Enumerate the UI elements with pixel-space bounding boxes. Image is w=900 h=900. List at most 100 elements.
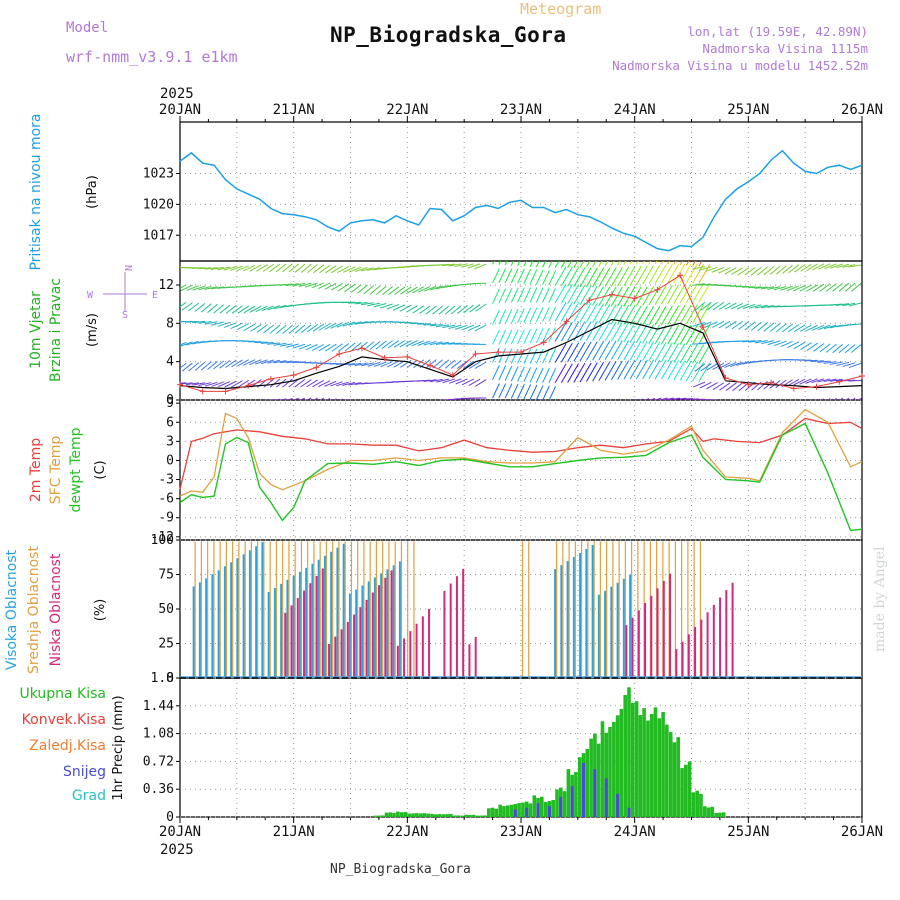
wind-barb	[623, 399, 624, 400]
wind-barb	[450, 360, 462, 369]
wind-barb	[787, 341, 800, 349]
wind-barb	[848, 264, 862, 268]
y-tick-label-temperature: -6	[158, 492, 174, 507]
wind-barb	[573, 267, 586, 287]
wind-barb	[380, 361, 393, 368]
precip-bar-total	[615, 715, 620, 817]
temp-axis-label-dewpt: dewpt Temp	[68, 427, 84, 512]
wind-barb	[523, 261, 527, 267]
x-tick-label-bottom: 26JAN	[841, 824, 883, 840]
wind-barb	[400, 359, 412, 368]
wind-barb	[845, 397, 850, 400]
wind-barb	[692, 381, 706, 388]
y-tick-label-temperature: 6	[166, 415, 174, 430]
wind-barb	[585, 285, 598, 306]
wind-barb	[629, 286, 642, 307]
wind-barb	[782, 264, 793, 274]
precip-legend-1: Konvek.Kisa	[22, 712, 106, 728]
wind-barb	[799, 324, 812, 332]
wind-barb	[192, 382, 206, 386]
wind-barb	[262, 263, 275, 272]
wind-gust-marker	[768, 379, 775, 386]
cloud-axis-label-high: Visoka Oblacnost	[4, 549, 20, 670]
wind-barb	[754, 286, 768, 289]
wind-barb	[800, 263, 812, 272]
wind-barb	[430, 285, 443, 291]
precip-bar-total	[672, 742, 677, 817]
wind-barb	[737, 267, 750, 276]
wind-barb	[654, 342, 667, 362]
wind-barb	[423, 323, 437, 326]
wind-barb	[180, 342, 181, 344]
wind-barb	[386, 303, 399, 310]
wind-barb	[275, 324, 287, 334]
wind-barb	[375, 285, 387, 295]
wind-barb	[423, 340, 437, 346]
wind-barb	[330, 322, 343, 329]
wind-barb	[223, 322, 237, 328]
wind-barb	[542, 348, 550, 364]
wind-barb	[399, 304, 412, 312]
wind-barb	[510, 383, 519, 399]
wind-barb	[457, 304, 468, 314]
wind-barb	[592, 267, 605, 288]
precip-bar-total	[604, 732, 609, 817]
wind-barb	[598, 261, 603, 267]
precip-bar-total	[668, 732, 673, 817]
wind-barb	[288, 324, 300, 334]
wind-barb	[249, 359, 262, 366]
wind-barb	[692, 265, 706, 270]
wind-barb	[432, 305, 443, 315]
wind-barb	[413, 359, 425, 369]
wind-barb	[698, 266, 712, 271]
x-tick-label-top: 24JAN	[614, 102, 656, 118]
wind-barb	[305, 282, 318, 288]
wind-barb	[776, 265, 787, 275]
wind-barb	[324, 282, 337, 290]
wind-barb	[642, 286, 655, 306]
wind-barb	[288, 263, 300, 273]
wind-barb	[604, 267, 617, 287]
wind-barb	[685, 304, 698, 324]
wind-barb	[412, 305, 425, 314]
wind-barb	[731, 267, 743, 275]
wind-barb	[380, 303, 393, 309]
wind-barb	[642, 341, 655, 361]
wind-barb	[382, 286, 393, 296]
wind-barb	[517, 329, 525, 345]
wind-barb	[535, 261, 540, 268]
wind-barb	[411, 401, 423, 405]
wind-barb	[685, 361, 698, 382]
compass-w: W	[87, 290, 94, 301]
wind-barb	[592, 303, 605, 323]
x-tick-label-top: 20JAN	[159, 102, 201, 118]
wind-barb	[573, 261, 579, 268]
wind-barb	[804, 399, 806, 400]
wind-barb	[592, 361, 605, 382]
year-label-bottom: 2025	[160, 842, 194, 858]
wind-barb	[429, 341, 443, 346]
wind-barb	[348, 301, 362, 304]
wind-barb	[617, 322, 630, 342]
wind-barb	[182, 362, 193, 372]
wind-barb	[249, 305, 262, 313]
wind-barb	[504, 383, 513, 399]
wind-barb	[736, 303, 750, 310]
wind-barb	[331, 283, 343, 291]
wind-barb	[679, 361, 692, 381]
wind-barb	[842, 302, 856, 307]
wind-barb	[517, 287, 525, 303]
wind-barb	[823, 378, 837, 383]
wind-barb	[839, 397, 843, 400]
wind-barb	[180, 341, 193, 347]
wind-barb	[373, 303, 387, 308]
wind-barb	[361, 267, 374, 272]
wind-barb	[692, 361, 705, 382]
wind-barb	[654, 285, 667, 305]
wind-axis-label-2: Brzina i Pravac	[48, 278, 64, 382]
wind-barb	[579, 321, 592, 341]
wind-barb	[642, 359, 655, 380]
wind-barb	[529, 287, 538, 303]
wind-gust-marker	[813, 383, 820, 390]
wind-barb	[542, 367, 550, 383]
